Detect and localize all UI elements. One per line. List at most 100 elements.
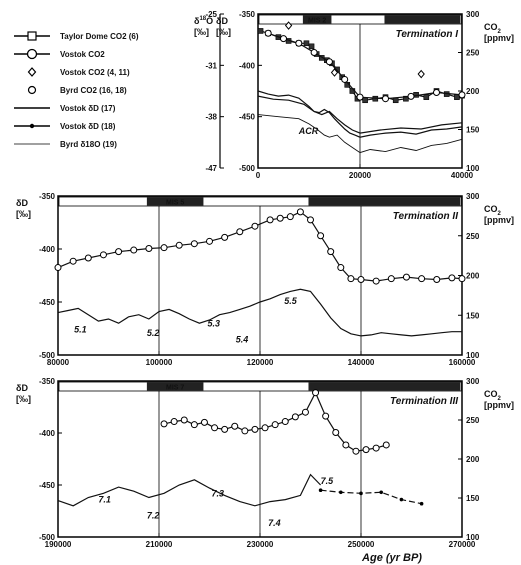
svg-text:[ppmv]: [ppmv] [484,33,514,43]
data-point [261,424,269,432]
x-tick-label: 40000 [451,171,474,180]
y-tick-label-right: 100 [466,164,480,173]
series-line [257,90,463,138]
annotation: 5.2 [147,328,160,338]
data-point [402,273,410,281]
legend-label: Taylor Dome CO2 (6) [60,32,139,41]
svg-text:CO2: CO2 [484,389,502,402]
data-point [458,275,466,283]
data-point [251,425,259,433]
data-point [372,444,380,452]
y-tick-label-left: -450 [39,481,56,490]
panel-termination-1: MIS 2 Termination I 0 20000 40000 -350 -400 -45… [194,10,514,180]
legend-label: Byrd δ18O (19) [60,140,117,149]
data-point [190,240,198,248]
series-line [57,288,462,337]
data-point [69,257,77,265]
data-point [99,251,107,259]
legend-item: Vostok δD (18) [14,122,116,131]
data-point [301,408,309,416]
data-point [280,35,287,43]
y-tick-label-right: 200 [466,272,480,281]
data-point [352,447,360,455]
y-axis-label-right: CO2[ppmv] [484,204,514,225]
x-tick-label: 270000 [449,540,476,549]
annotation: 5.5 [284,296,298,306]
svg-text:CO2: CO2 [484,22,502,35]
y-tick-label-left: -500 [39,533,56,542]
series-vostok-co2 [54,208,466,285]
legend-label: Vostok δD (18) [60,122,116,131]
svg-text:[‰]: [‰] [216,27,231,37]
y-axis-label-right: CO2[ppmv] [484,22,514,43]
x-axis-label: Age (yr BP) [361,552,422,564]
data-point [337,264,345,272]
data-point [303,40,310,47]
legend-marker [26,48,38,60]
legend-item: Vostok CO2 (4, 11) [27,67,130,77]
legend-item: Vostok CO2 [14,48,105,60]
data-point [357,275,365,283]
y-tick-label-right: 150 [466,126,480,135]
legend-label: Vostok δD (17) [60,104,116,113]
x-tick-label: 250000 [348,540,375,549]
y-tick-label-left: -400 [39,245,56,254]
series-vostok-d-18- [318,488,424,506]
y-tick-label-right: 300 [466,10,480,19]
panel-title: Termination III [390,396,458,407]
data-point [387,275,395,283]
legend-item: Taylor Dome CO2 (6) [14,31,139,41]
data-point [175,241,183,249]
series-vostok-d-17- [57,288,462,337]
annotation: 7.4 [268,518,281,528]
data-point [359,491,363,496]
data-point [241,427,249,435]
series-line [257,114,463,154]
annotation: 5.1 [74,325,87,335]
y-tick-label-left: -400 [39,429,56,438]
y-tick-label-left: -400 [239,61,256,70]
outer-y-tick-label: -38 [205,113,217,122]
panel-termination-3: MIS 7 Termination III 190000 210000 230000 25… [16,377,514,549]
data-point [342,441,350,449]
x-tick-label: 80000 [47,358,70,367]
x-tick-label: 160000 [449,358,476,367]
annotation: 5.3 [207,318,220,328]
data-point [312,389,320,397]
data-point [291,413,299,421]
data-point [318,488,323,493]
y-axis-label-left: δD[‰] [16,383,31,404]
data-point [257,28,264,34]
series-byrd-18o-19- [257,114,463,154]
series-vostok-co2 [160,389,390,455]
data-point [115,248,123,256]
legend-item: Byrd CO2 (16, 18) [27,85,127,95]
data-point [276,214,284,222]
y-tick-label-left: -450 [39,298,56,307]
x-tick-label: 230000 [247,540,274,549]
legend-marker [27,85,37,95]
data-point [160,244,168,252]
series-vostok-co2-4-11- [284,21,425,79]
x-tick-label: 0 [256,171,261,180]
annotation: 7.1 [98,495,111,505]
data-point [356,93,364,101]
svg-text:δD: δD [16,198,28,208]
y-tick-label-right: 250 [466,232,480,241]
svg-text:CO2: CO2 [484,204,502,217]
data-point [322,412,330,420]
legend-marker [29,123,35,129]
data-point [190,421,198,429]
annotation: 7.5 [321,476,335,486]
data-point [347,275,355,283]
data-point [458,91,466,99]
data-point [407,92,415,100]
data-point [221,233,229,241]
data-point [281,418,289,426]
mis-bar-dark [384,15,460,24]
series-vostok-d-17- [57,473,322,507]
data-point [160,420,168,428]
outer-y-tick-label: -31 [205,61,217,70]
y-tick-label-right: 200 [466,87,480,96]
x-tick-label: 20000 [349,171,372,180]
